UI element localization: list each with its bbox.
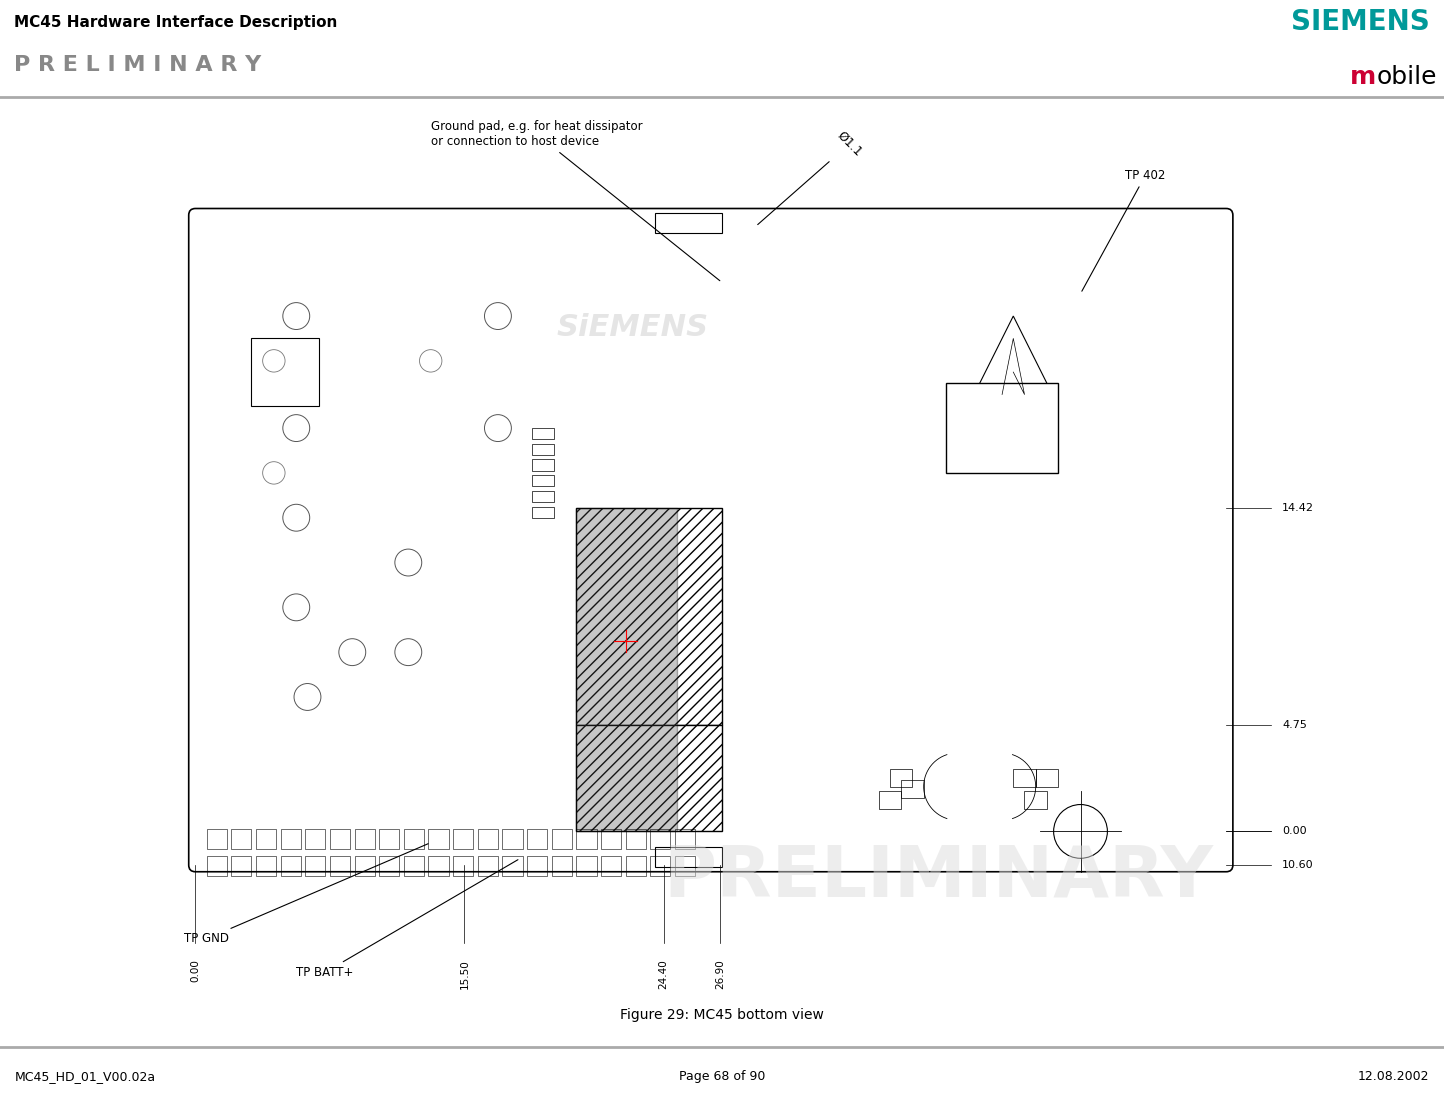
Bar	[256, 856, 276, 876]
Bar	[206, 856, 227, 876]
Bar	[531, 475, 554, 486]
Text: TP BATT+: TP BATT+	[296, 859, 518, 978]
Bar	[453, 829, 474, 849]
Bar	[601, 829, 621, 849]
Bar	[531, 491, 554, 502]
Text: 15.50: 15.50	[459, 960, 469, 989]
Text: PRELIMINARY: PRELIMINARY	[664, 843, 1213, 911]
Bar	[231, 856, 251, 876]
Bar	[674, 829, 695, 849]
Bar	[625, 829, 645, 849]
Bar	[231, 829, 251, 849]
Text: Ground pad, e.g. for heat dissipator
or connection to host device: Ground pad, e.g. for heat dissipator or …	[430, 120, 719, 280]
Text: MC45_HD_01_V00.02a: MC45_HD_01_V00.02a	[14, 1070, 156, 1083]
Bar	[355, 829, 374, 849]
Text: SiEMENS: SiEMENS	[556, 313, 709, 342]
Bar	[890, 769, 913, 786]
Bar	[946, 383, 1058, 473]
Bar	[576, 856, 596, 876]
Text: 12.08.2002: 12.08.2002	[1357, 1070, 1430, 1083]
Bar	[654, 213, 722, 233]
Bar	[478, 856, 498, 876]
Bar	[625, 856, 645, 876]
Bar	[531, 506, 554, 517]
Bar	[527, 829, 547, 849]
Bar	[380, 829, 400, 849]
Bar	[879, 791, 901, 808]
Bar	[404, 829, 425, 849]
Text: 24.40: 24.40	[658, 960, 669, 989]
Text: MC45 Hardware Interface Description: MC45 Hardware Interface Description	[14, 14, 338, 30]
Text: P R E L I M I N A R Y: P R E L I M I N A R Y	[14, 55, 261, 75]
Bar	[478, 829, 498, 849]
Bar	[380, 856, 400, 876]
Bar	[305, 856, 325, 876]
Bar	[305, 829, 325, 849]
Bar	[503, 829, 523, 849]
Text: SIEMENS: SIEMENS	[1291, 8, 1430, 36]
Bar	[256, 829, 276, 849]
Bar	[650, 856, 670, 876]
Bar	[531, 460, 554, 471]
Text: 0.00: 0.00	[1282, 826, 1307, 836]
Text: 10.60: 10.60	[1282, 860, 1314, 870]
Bar	[576, 829, 596, 849]
Text: 14.42: 14.42	[1282, 503, 1314, 513]
Bar	[251, 339, 319, 406]
Bar	[404, 856, 425, 876]
Bar	[650, 829, 670, 849]
Bar	[674, 856, 695, 876]
Text: Ø1.1: Ø1.1	[758, 129, 864, 225]
Bar	[576, 725, 722, 832]
Bar	[552, 829, 572, 849]
Bar	[503, 856, 523, 876]
Bar	[1024, 791, 1047, 808]
Bar	[206, 829, 227, 849]
Bar	[531, 428, 554, 439]
Bar	[901, 780, 924, 797]
Bar	[453, 856, 474, 876]
Bar	[429, 829, 449, 849]
Bar	[280, 829, 300, 849]
Text: TP 402: TP 402	[1082, 169, 1165, 291]
Bar	[329, 829, 349, 849]
Bar	[527, 856, 547, 876]
Text: 4.75: 4.75	[1282, 720, 1307, 730]
Bar	[552, 856, 572, 876]
Text: TP GND: TP GND	[185, 844, 429, 945]
Bar	[576, 508, 722, 725]
Bar	[355, 856, 374, 876]
Text: obile: obile	[1376, 64, 1437, 88]
Bar	[329, 856, 349, 876]
Bar	[531, 443, 554, 454]
Text: m: m	[1350, 64, 1376, 88]
Bar	[1014, 769, 1035, 786]
Text: Figure 29: MC45 bottom view: Figure 29: MC45 bottom view	[619, 1008, 825, 1021]
Bar	[654, 847, 722, 867]
Bar	[429, 856, 449, 876]
Text: 26.90: 26.90	[715, 960, 725, 989]
Bar	[576, 508, 677, 832]
Text: 0.00: 0.00	[191, 960, 201, 982]
Bar	[280, 856, 300, 876]
Bar	[1035, 769, 1058, 786]
FancyBboxPatch shape	[189, 208, 1233, 871]
Text: Page 68 of 90: Page 68 of 90	[679, 1070, 765, 1083]
Bar	[601, 856, 621, 876]
